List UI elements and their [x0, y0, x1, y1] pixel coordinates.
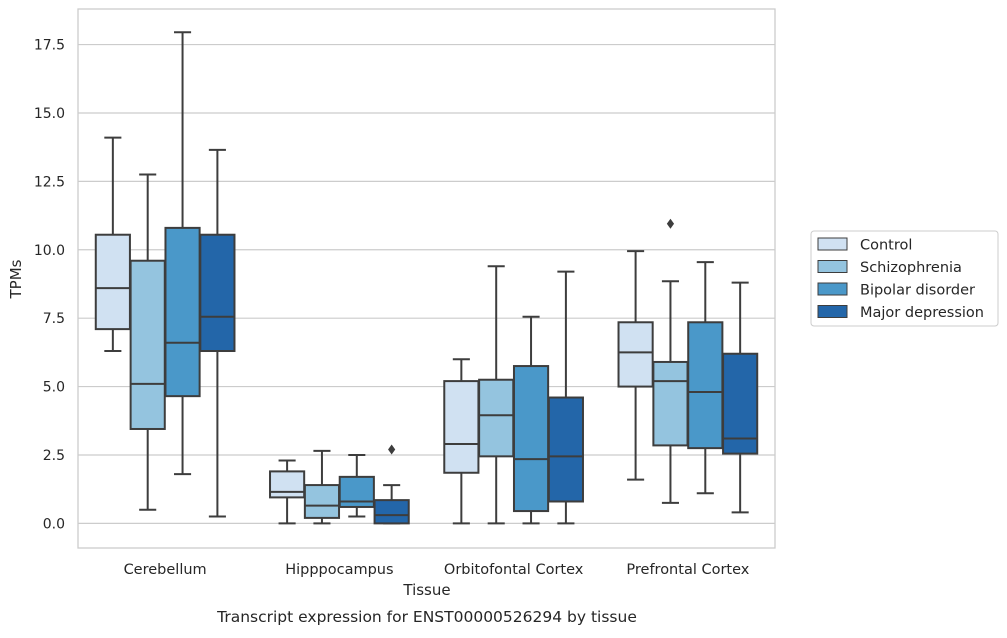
box-bipolar-disorder — [164, 31, 201, 476]
legend-label: Control — [860, 238, 912, 254]
box-control — [617, 250, 654, 481]
box-control — [94, 136, 131, 353]
x-tick-label: Prefrontal Cortex — [626, 562, 749, 578]
x-axis-ticks: Cerebellum Hipppocampus Orbitofontal Corte… — [124, 562, 750, 578]
box-major-depression — [722, 281, 759, 514]
legend-swatch — [817, 260, 848, 273]
figure-caption: Transcript expression for ENST0000052629… — [216, 608, 637, 626]
x-tick-label: Orbitofontal Cortex — [444, 562, 584, 578]
box-body — [722, 352, 759, 455]
outlier-point — [666, 218, 675, 229]
x-axis-label: Tissue — [402, 581, 450, 599]
box-body — [373, 499, 410, 525]
box-body — [547, 396, 584, 503]
box-schizophrenia — [303, 449, 341, 525]
box-schizophrenia — [652, 218, 689, 504]
box-body — [617, 321, 654, 388]
box-body — [652, 360, 689, 447]
y-tick-label: 17.5 — [34, 38, 65, 54]
y-tick-label: 10.0 — [34, 243, 65, 259]
box-schizophrenia — [129, 173, 166, 511]
box-major-depression — [199, 148, 236, 518]
box-body — [512, 365, 550, 513]
box-body — [687, 321, 724, 450]
legend-label: Bipolar disorder — [860, 283, 975, 299]
y-tick-label: 12.5 — [34, 174, 65, 190]
y-tick-label: 0.0 — [43, 516, 65, 532]
box-major-depression — [547, 270, 584, 525]
box-body — [478, 378, 515, 458]
legend-swatch — [817, 237, 848, 251]
legend: Control Schizophrenia Bipolar disorder Majo… — [810, 230, 999, 327]
box-major-depression — [373, 444, 410, 525]
box-schizophrenia — [478, 265, 515, 525]
y-tick-label: 15.0 — [34, 106, 65, 122]
outlier-point — [388, 444, 396, 455]
y-axis-label: TPMs — [7, 259, 25, 299]
box-body — [94, 233, 131, 331]
box-body — [129, 259, 166, 430]
box-body — [199, 233, 236, 353]
y-tick-label: 7.5 — [43, 311, 65, 327]
box-body — [443, 380, 480, 474]
legend-label: Major depression — [860, 305, 984, 321]
legend-swatch — [817, 305, 848, 318]
legend-label: Schizophrenia — [860, 260, 962, 276]
y-tick-label: 5.0 — [43, 380, 65, 396]
box-body — [303, 484, 341, 519]
y-axis-ticks: 0.0 2.5 5.0 7.5 10.0 12.5 15.0 17.5 — [34, 38, 65, 533]
x-tick-label: Cerebellum — [124, 562, 207, 578]
x-tick-label: Hipppocampus — [285, 562, 393, 578]
box-bipolar-disorder — [512, 315, 550, 525]
box-body — [164, 226, 201, 398]
legend-frame — [810, 230, 999, 327]
box-body — [269, 470, 306, 499]
box-control — [443, 358, 480, 525]
legend-swatch — [817, 282, 848, 296]
box-control — [269, 459, 306, 525]
boxes — [94, 31, 759, 525]
box-bipolar-disorder — [338, 453, 375, 518]
y-tick-label: 2.5 — [43, 448, 65, 464]
